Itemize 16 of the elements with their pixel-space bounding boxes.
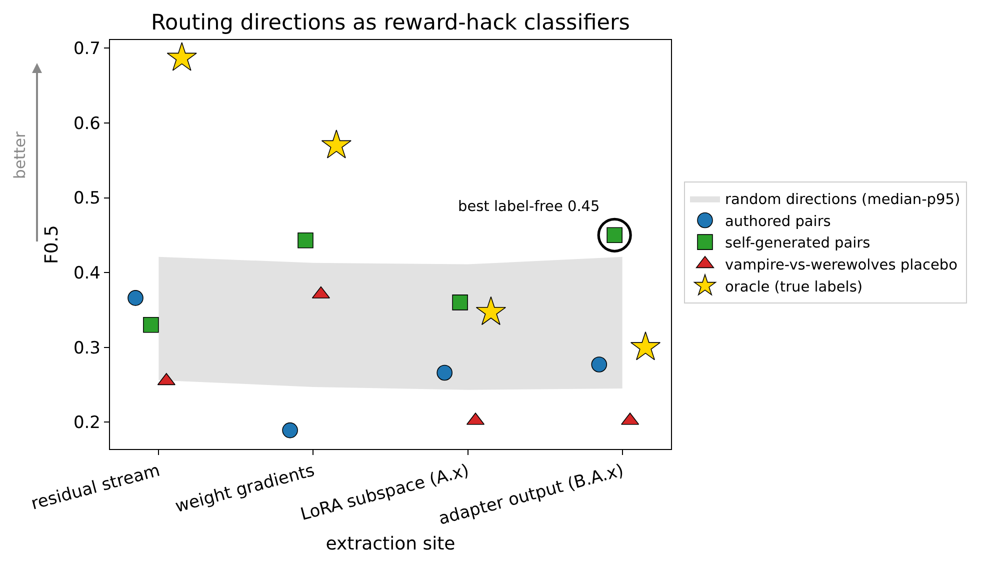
legend-label: authored pairs [725,214,831,230]
y-tick-label: 0.3 [73,338,100,358]
y-axis-title: F0.5 [42,225,63,264]
legend-label: random directions (median-p95) [725,192,960,208]
chart-title: Routing directions as reward-hack classifiers [150,10,630,36]
legend-label: oracle (true labels) [725,279,863,296]
y-tick-label: 0.4 [73,263,100,284]
legend-label: vampire-vs-werewolves placebo [725,258,958,274]
annotation: best label-free 0.45 [458,199,600,215]
legend-label: self-generated pairs [725,236,870,252]
y-tick-label: 0.6 [73,114,100,134]
y-tick-label: 0.7 [73,39,100,60]
x-axis-title: extraction site [326,533,456,554]
y-tick-label: 0.5 [73,188,100,209]
y-tick-label: 0.2 [73,413,100,434]
text: better [11,130,29,179]
